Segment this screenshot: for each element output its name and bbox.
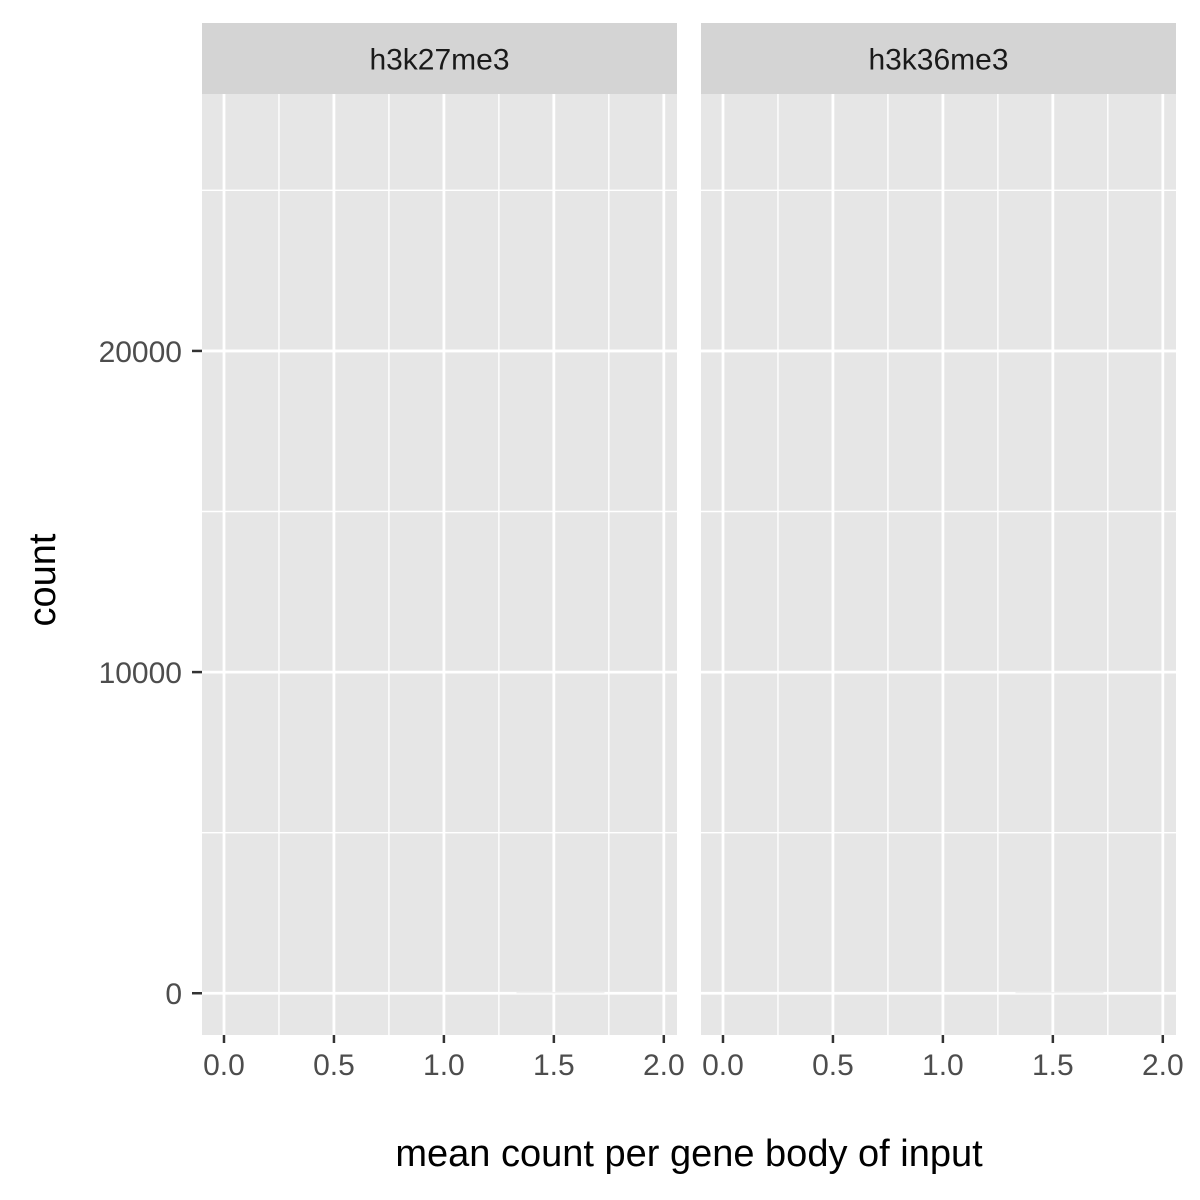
- y-tick-label: 10000: [99, 657, 182, 690]
- x-axis-title: mean count per gene body of input: [395, 1133, 983, 1175]
- y-tick-label: 0: [165, 978, 182, 1011]
- histogram-bar: [1015, 992, 1104, 994]
- facet-panels: h3k27me3 0.0 0.5 1.0 1.5 2.0 h3k36me3 0.0 0.5 1.0…: [202, 23, 1184, 1082]
- panel-background: [202, 94, 677, 1035]
- x-tick-label: 0.0: [203, 1049, 245, 1082]
- x-tick-label: 2.0: [1142, 1049, 1184, 1082]
- x-tick-label: 2.0: [643, 1049, 685, 1082]
- facet-panel-h3k36me3: h3k36me3 0.0 0.5 1.0 1.5 2.0: [701, 23, 1184, 1082]
- x-tick-label: 1.0: [922, 1049, 964, 1082]
- x-tick-label: 0.0: [702, 1049, 744, 1082]
- facet-strip-label: h3k27me3: [369, 44, 509, 77]
- y-axis-title: count: [22, 533, 64, 626]
- x-tick-label: 1.5: [533, 1049, 575, 1082]
- x-tick-label: 0.5: [812, 1049, 854, 1082]
- facet-strip: [202, 23, 677, 94]
- y-tick-label: 20000: [99, 336, 182, 369]
- histogram-bar: [516, 992, 605, 994]
- x-tick-label: 1.5: [1032, 1049, 1074, 1082]
- x-tick-label: 0.5: [313, 1049, 355, 1082]
- panel-background: [701, 94, 1176, 1035]
- facet-strip: [701, 23, 1176, 94]
- x-tick-label: 1.0: [423, 1049, 465, 1082]
- y-axis: 0 10000 20000: [99, 336, 202, 1011]
- facet-strip-label: h3k36me3: [868, 44, 1008, 77]
- facet-panel-h3k27me3: h3k27me3 0.0 0.5 1.0 1.5 2.0: [202, 23, 685, 1082]
